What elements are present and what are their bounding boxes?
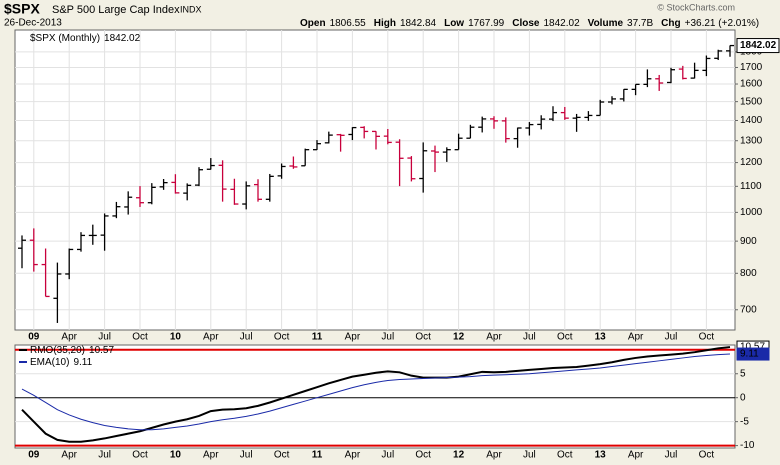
legend-name: RMO(35,20) — [30, 345, 85, 356]
y-tick-label: 1100 — [740, 181, 762, 192]
y-tick-label: 1000 — [740, 207, 763, 218]
quote-label: High — [374, 18, 396, 29]
last-value-label: 9.11 — [740, 349, 759, 360]
x-tick-label: Apr — [203, 332, 219, 343]
x-tick-label: 10 — [170, 450, 182, 461]
x-tick-label: Oct — [699, 332, 715, 343]
legend-entry: $SPX (Monthly) 1842.02 — [30, 33, 141, 44]
quote-value: 1767.99 — [468, 18, 505, 29]
quote-value: +36.21 (+2.01%) — [685, 18, 760, 29]
y-tick-label: 700 — [740, 304, 757, 315]
x-tick-label: Apr — [203, 450, 219, 461]
x-tick-label: 13 — [595, 450, 607, 461]
legend-name: EMA(10) — [30, 357, 69, 368]
exchange: INDX — [180, 4, 202, 14]
x-tick-label: Oct — [415, 332, 431, 343]
y-tick-label: -10 — [740, 440, 755, 451]
x-tick-label: Apr — [61, 450, 77, 461]
legend-name: $SPX (Monthly) — [30, 33, 100, 44]
legend-value: 9.11 — [73, 357, 92, 368]
x-tick-label: Oct — [557, 450, 573, 461]
price-panel — [14, 29, 736, 331]
last-value-label: 1842.02 — [740, 40, 777, 51]
last-value-badge — [736, 38, 780, 54]
x-tick-label: Oct — [699, 450, 715, 461]
x-tick-label: Jul — [665, 332, 678, 343]
legend-value: 10.57 — [89, 345, 114, 356]
x-tick-label: 12 — [453, 332, 465, 343]
x-tick-label: 13 — [595, 332, 607, 343]
x-tick-label: Jul — [98, 332, 111, 343]
date: 26-Dec-2013 — [4, 18, 62, 29]
x-tick-label: Apr — [345, 450, 361, 461]
legend-entry: EMA(10) 9.11 — [30, 357, 93, 368]
quote-value: 1842.02 — [543, 18, 580, 29]
x-tick-label: Oct — [415, 450, 431, 461]
x-tick-label: 09 — [28, 450, 40, 461]
quote-label: Chg — [661, 18, 680, 29]
x-tick-label: Apr — [486, 332, 502, 343]
y-tick-label: 1700 — [740, 62, 763, 73]
y-tick-label: 1400 — [740, 115, 763, 126]
source: © StockCharts.com — [657, 2, 735, 12]
x-tick-label: Jul — [381, 450, 394, 461]
index-name: S&P 500 Large Cap Index — [52, 4, 180, 16]
x-tick-label: Jul — [523, 332, 536, 343]
x-tick-label: Apr — [345, 332, 361, 343]
symbol: $SPX — [4, 1, 40, 17]
quote-label: Low — [444, 18, 464, 29]
y-tick-label: 1500 — [740, 96, 763, 107]
x-tick-label: 09 — [28, 332, 40, 343]
x-tick-label: 11 — [312, 450, 323, 461]
quote-value: 1842.84 — [400, 18, 437, 29]
x-tick-label: 10 — [170, 332, 182, 343]
y-tick-label: 900 — [740, 236, 757, 247]
x-tick-label: Apr — [628, 450, 644, 461]
indicator-panel — [14, 344, 736, 449]
x-tick-label: Oct — [132, 450, 148, 461]
x-tick-label: 12 — [453, 450, 465, 461]
last-value-label: 10.57 — [740, 342, 765, 353]
quote: Open 1806.55 High 1842.84 Low 1767.99 Close 184… — [300, 18, 759, 29]
y-tick-label: -5 — [740, 416, 749, 427]
y-tick-label: 1300 — [740, 135, 763, 146]
x-tick-label: Jul — [98, 450, 111, 461]
y-tick-label: 1600 — [740, 79, 763, 90]
x-tick-label: Apr — [486, 450, 502, 461]
x-tick-label: Oct — [557, 332, 573, 343]
x-tick-label: Jul — [240, 450, 253, 461]
quote-label: Close — [512, 18, 540, 29]
x-tick-label: Jul — [665, 450, 678, 461]
x-tick-label: Apr — [61, 332, 77, 343]
legend-entry: RMO(35,20) 10.57 — [30, 345, 114, 356]
legend-value: 1842.02 — [104, 33, 141, 44]
last-value-badge — [736, 347, 770, 361]
x-tick-label: Oct — [274, 450, 290, 461]
quote-label: Volume — [588, 18, 624, 29]
quote-value: 37.7B — [627, 18, 653, 29]
quote-text: Open 1806.55 High 1842.84 Low 1767.99 Close 184… — [300, 18, 759, 29]
indicator-line — [21, 346, 731, 443]
x-tick-label: Oct — [274, 332, 290, 343]
x-tick-label: Jul — [240, 332, 253, 343]
quote-value: 1806.55 — [330, 18, 367, 29]
y-tick-label: 5 — [740, 368, 746, 379]
y-tick-label: 1200 — [740, 157, 763, 168]
y-tick-label: 800 — [740, 268, 757, 279]
y-tick-label: 0 — [740, 392, 746, 403]
indicator-line — [21, 353, 731, 431]
quote-label: Open — [300, 18, 326, 29]
x-tick-label: Apr — [628, 332, 644, 343]
x-tick-label: Jul — [523, 450, 536, 461]
x-tick-label: Jul — [381, 332, 394, 343]
x-tick-label: 11 — [312, 332, 323, 343]
x-tick-label: Oct — [132, 332, 148, 343]
